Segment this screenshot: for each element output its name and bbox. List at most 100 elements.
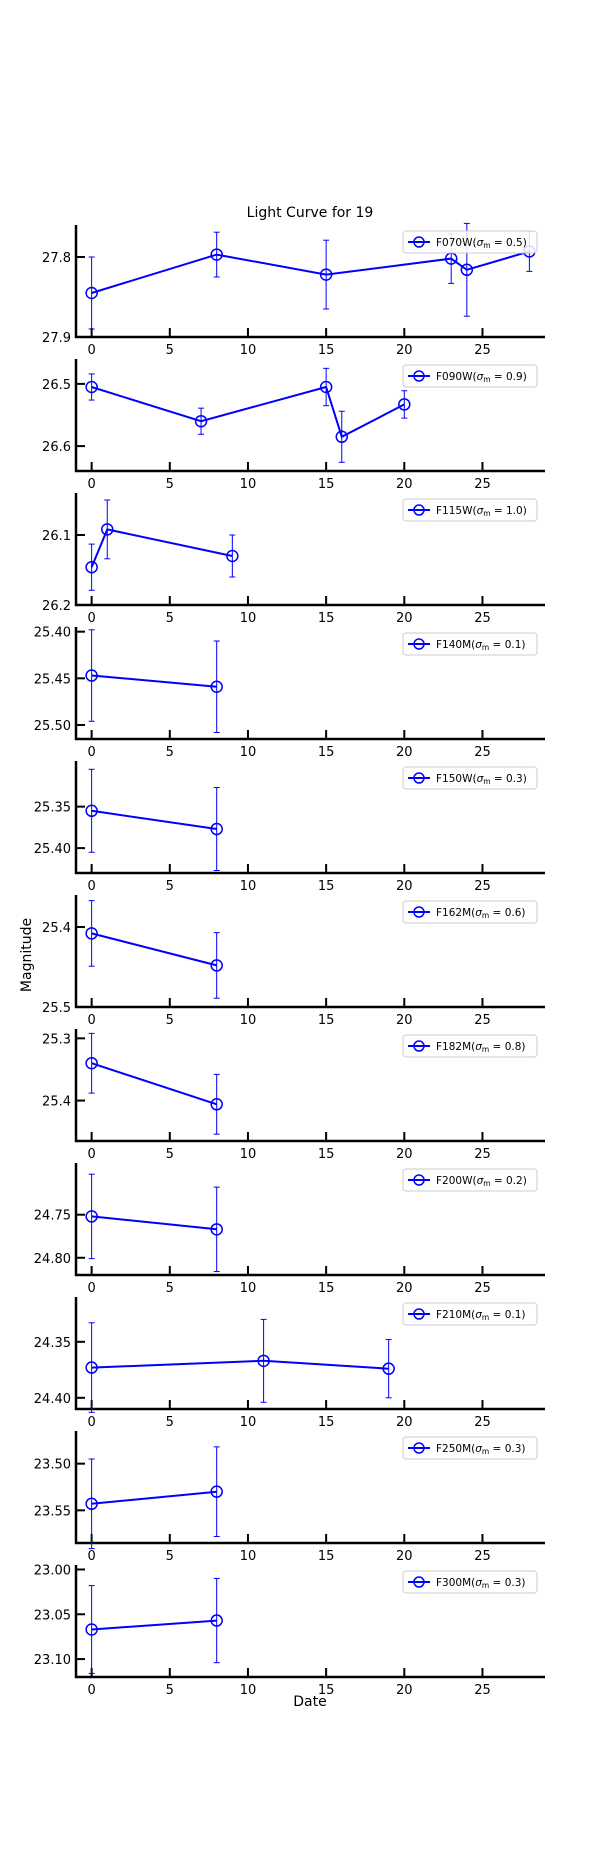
x-tick-label: 20 [396, 343, 413, 358]
y-tick-label: 26.2 [42, 599, 71, 614]
panel-f162m: 0 5 10 15 20 25 25.4 25.5 F162M(σm = 0.6) [42, 895, 545, 1028]
legend-box [402, 1436, 538, 1460]
series-line-f182m [91, 1062, 218, 1106]
panel-f300m: 0 5 10 15 20 25 23.00 23.05 23.10 F300M(σm = 0.3) [34, 1563, 545, 1698]
legend-f250m: F250M(σm = 0.3) [402, 1436, 538, 1460]
y-tick-label: 25.4 [42, 1095, 71, 1110]
x-tick-label: 5 [166, 879, 174, 894]
x-tick-label: 25 [474, 1147, 491, 1162]
x-tick-label: 5 [166, 611, 174, 626]
x-tick-label: 0 [87, 343, 95, 358]
series-line-f115w [90, 528, 233, 568]
x-tick-label: 25 [474, 477, 491, 492]
x-tick-label: 20 [396, 1281, 413, 1296]
x-tick-label: 15 [318, 1281, 335, 1296]
data-point [319, 268, 333, 281]
error-bar [88, 1322, 95, 1413]
series-line-f200w [91, 1215, 217, 1231]
legend-label: F070W(σm = 0.5) [436, 237, 527, 250]
data-point [85, 1056, 98, 1070]
legend-box [402, 1302, 538, 1326]
data-point [210, 1485, 223, 1498]
y-tick-label: 26.6 [42, 440, 71, 455]
panel-f182m: 0 5 10 15 20 25 25.3 25.4 F182M(σm = 0.8) [42, 1029, 545, 1162]
series-line-f090w [91, 385, 405, 439]
legend-f162m: F162M(σm = 0.6) [402, 900, 538, 924]
error-bar [213, 1186, 220, 1273]
legend-box [402, 230, 538, 254]
x-tick-label: 25 [474, 343, 491, 358]
x-tick-label: 25 [474, 879, 491, 894]
error-bar [213, 640, 220, 733]
data-point [101, 523, 114, 536]
error-bar [88, 1458, 95, 1550]
error-bar [198, 407, 205, 435]
legend-label: F140M(σm = 0.1) [436, 639, 526, 652]
x-tick-label: 0 [87, 611, 95, 626]
x-tick-label: 10 [240, 343, 257, 358]
y-tick-label: 25.45 [34, 672, 71, 687]
series-line-f140m [91, 674, 217, 688]
legend-f150w: F150W(σm = 0.3) [402, 766, 538, 790]
panel-f070w: 0 5 10 15 20 25 27.8 27.9 F070W(σm = 0.5) [42, 222, 545, 358]
x-tick-label: 0 [87, 477, 95, 492]
data-point [257, 1354, 270, 1368]
x-tick-label: 15 [318, 745, 335, 760]
panel-f150w: 0 5 10 15 20 25 25.35 25.40 F150W(σm = 0.3) [34, 761, 545, 894]
x-tick-label: 5 [166, 1415, 174, 1430]
error-bar [323, 239, 330, 310]
data-point [85, 669, 98, 682]
x-tick-label: 0 [87, 745, 95, 760]
y-axis-title: Magnitude [19, 918, 35, 992]
panel-f115w: 0 5 10 15 20 25 26.1 26.2 F115W(σm = 1.0) [42, 493, 545, 626]
x-tick-label: 10 [240, 1281, 257, 1296]
y-tick-label: 23.05 [34, 1608, 71, 1623]
error-bar [88, 256, 95, 330]
y-tick-label: 24.75 [34, 1209, 71, 1224]
x-tick-label: 0 [87, 879, 95, 894]
x-tick-label: 20 [396, 1147, 413, 1162]
data-point [210, 959, 223, 972]
chart-title: Light Curve for 19 [247, 205, 374, 221]
x-tick-label: 15 [318, 477, 335, 492]
x-tick-label: 25 [474, 1683, 491, 1698]
legend-f070w: F070W(σm = 0.5) [402, 230, 538, 254]
legend-f300m: F300M(σm = 0.3) [402, 1570, 538, 1594]
y-tick-label: 23.55 [34, 1504, 71, 1519]
series-line-f300m [91, 1619, 217, 1631]
y-tick-label: 23.50 [34, 1458, 71, 1473]
data-point [210, 1223, 223, 1236]
data-point [210, 248, 223, 261]
error-bar [88, 543, 95, 591]
error-bar [338, 410, 345, 463]
legend-marker [413, 772, 425, 784]
legend-marker [413, 236, 425, 248]
error-bar [213, 1577, 220, 1664]
legend-f210m: F210M(σm = 0.1) [402, 1302, 538, 1326]
error-bar [88, 373, 95, 401]
data-point [210, 680, 223, 693]
y-tick-label: 25.35 [34, 801, 71, 816]
error-bar [88, 1032, 95, 1094]
x-tick-label: 5 [166, 1549, 174, 1564]
x-tick-label: 20 [396, 879, 413, 894]
x-tick-label: 10 [240, 611, 257, 626]
legend-box [402, 364, 538, 388]
panel-f210m: 0 5 10 15 20 25 24.35 24.40 F210M(σm = 0.1) [34, 1297, 545, 1430]
x-tick-label: 15 [318, 1683, 335, 1698]
legend-label: F150W(σm = 0.3) [436, 773, 527, 786]
error-bar [229, 534, 236, 578]
data-point [194, 414, 208, 428]
error-bar [88, 1585, 95, 1674]
data-point [85, 286, 98, 300]
error-bar [260, 1318, 267, 1403]
legend-label: F162M(σm = 0.6) [436, 907, 526, 920]
error-bar [88, 1173, 95, 1260]
legend-marker [413, 1308, 425, 1320]
x-tick-label: 20 [396, 1683, 413, 1698]
data-point [460, 263, 474, 277]
x-tick-label: 15 [318, 611, 335, 626]
x-tick-label: 15 [318, 343, 335, 358]
